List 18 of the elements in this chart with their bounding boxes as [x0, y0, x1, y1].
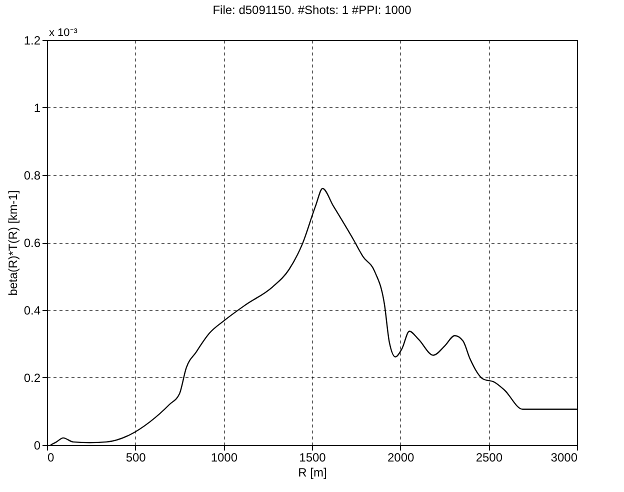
y-axis-title: beta(R)*T(R) [km-1] — [6, 190, 20, 296]
y-tick-label: 1.2 — [24, 34, 41, 48]
chart-title: File: d5091150. #Shots: 1 #PPI: 1000 — [212, 3, 412, 17]
y-tick-label: 0.4 — [24, 304, 41, 318]
y-tick-label: 1 — [34, 101, 41, 115]
x-tick-label: 2000 — [387, 450, 415, 464]
y-tick-label: 0.8 — [24, 168, 41, 182]
x-tick-label: 0 — [48, 450, 54, 464]
y-tick-label: 0 — [34, 438, 41, 452]
y-tick-label: 0.6 — [24, 236, 41, 250]
x-axis-title: R [m] — [298, 466, 327, 480]
x-tick-label: 500 — [126, 450, 146, 464]
x-tick-label: 1500 — [299, 450, 326, 464]
y-tick-label: 0.2 — [24, 371, 41, 385]
text: x 10⁻³ — [49, 27, 78, 39]
x-tick-label: 3000 — [550, 450, 578, 464]
x-tick-label: 1000 — [210, 450, 238, 464]
x-tick-label: 2500 — [476, 450, 503, 464]
